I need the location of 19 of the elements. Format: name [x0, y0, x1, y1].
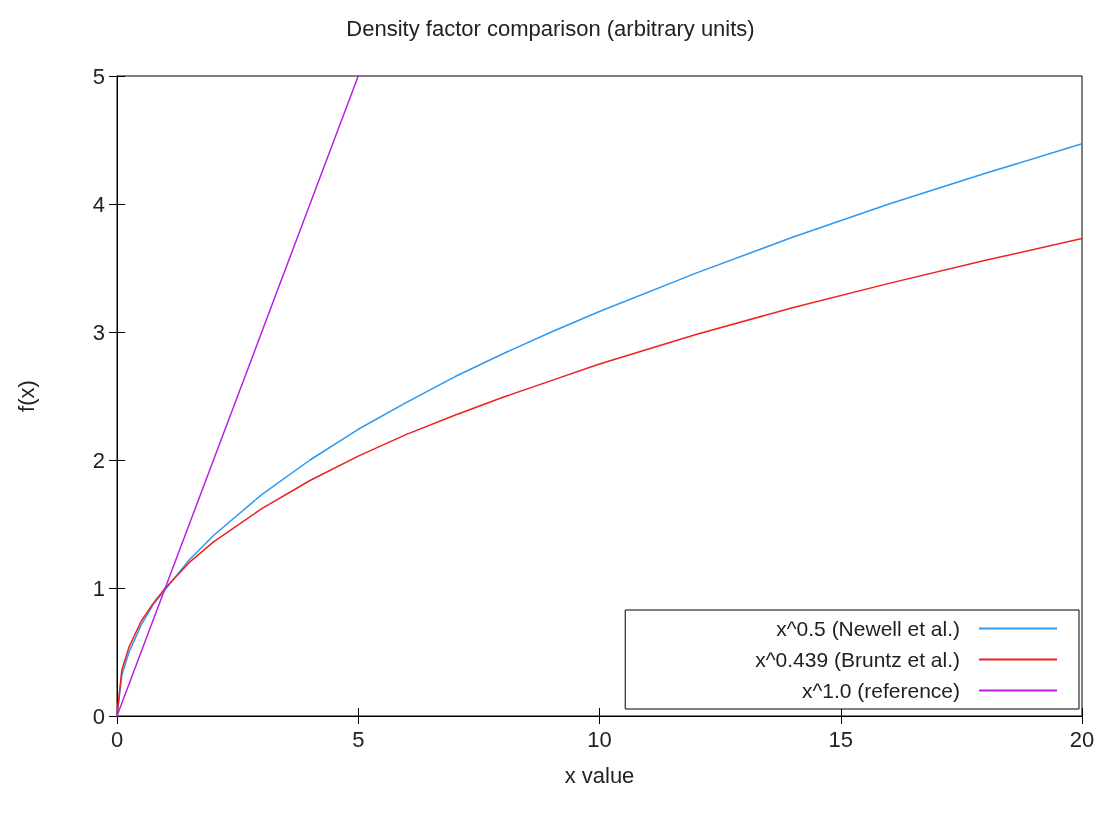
y-tick-label: 0 — [92, 703, 105, 729]
line-series — [116, 237, 1083, 717]
y-tick-label: 2 — [92, 447, 105, 473]
y-tick-label: 5 — [92, 63, 105, 89]
x-tick-label: 15 — [828, 726, 853, 752]
legend-label: x^1.0 (reference) — [801, 679, 960, 702]
legend-label: x^0.439 (Bruntz et al.) — [755, 648, 960, 671]
y-tick-label: 4 — [92, 191, 105, 217]
x-tick-label: 0 — [110, 726, 124, 752]
y-tick-label: 3 — [92, 319, 105, 345]
y-axis-title: f(x) — [13, 380, 39, 412]
x-tick-label: 10 — [587, 726, 612, 752]
chart-title: Density factor comparison (arbitrary units) — [346, 15, 755, 41]
y-tick-label: 1 — [92, 575, 105, 601]
line-series — [116, 75, 359, 717]
x-tick-label: 20 — [1069, 726, 1095, 752]
x-axis-title: x value — [564, 762, 635, 788]
legend-label: x^0.5 (Newell et al.) — [776, 617, 960, 640]
x-tick-label: 5 — [352, 726, 365, 752]
